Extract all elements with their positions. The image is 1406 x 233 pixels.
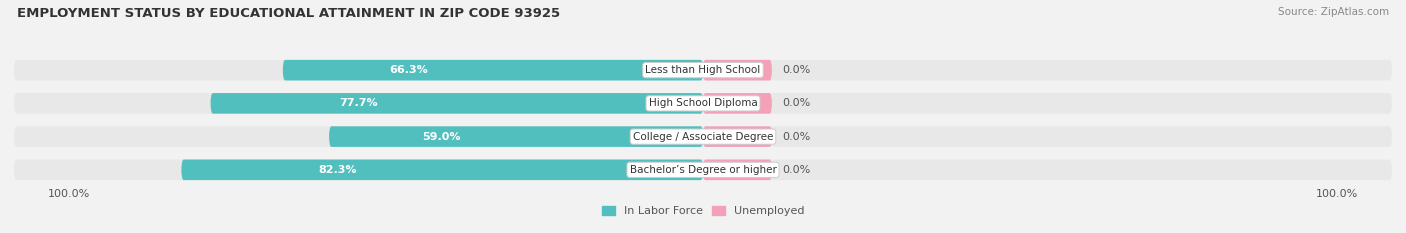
FancyBboxPatch shape (283, 60, 703, 80)
Text: 66.3%: 66.3% (389, 65, 429, 75)
Text: Less than High School: Less than High School (645, 65, 761, 75)
Text: 0.0%: 0.0% (782, 132, 810, 142)
FancyBboxPatch shape (703, 160, 772, 180)
FancyBboxPatch shape (14, 160, 1392, 180)
Text: 0.0%: 0.0% (782, 98, 810, 108)
FancyBboxPatch shape (14, 60, 1392, 80)
Text: High School Diploma: High School Diploma (648, 98, 758, 108)
Legend: In Labor Force, Unemployed: In Labor Force, Unemployed (598, 201, 808, 221)
Text: 59.0%: 59.0% (422, 132, 461, 142)
Text: 0.0%: 0.0% (782, 165, 810, 175)
FancyBboxPatch shape (703, 93, 772, 114)
Text: 82.3%: 82.3% (319, 165, 357, 175)
FancyBboxPatch shape (181, 160, 703, 180)
Text: 100.0%: 100.0% (48, 189, 90, 199)
Text: 77.7%: 77.7% (339, 98, 378, 108)
FancyBboxPatch shape (703, 60, 772, 80)
FancyBboxPatch shape (329, 126, 703, 147)
Text: Bachelor’s Degree or higher: Bachelor’s Degree or higher (630, 165, 776, 175)
Text: EMPLOYMENT STATUS BY EDUCATIONAL ATTAINMENT IN ZIP CODE 93925: EMPLOYMENT STATUS BY EDUCATIONAL ATTAINM… (17, 7, 560, 20)
Text: Source: ZipAtlas.com: Source: ZipAtlas.com (1278, 7, 1389, 17)
FancyBboxPatch shape (14, 93, 1392, 114)
Text: 0.0%: 0.0% (782, 65, 810, 75)
FancyBboxPatch shape (211, 93, 703, 114)
Text: 100.0%: 100.0% (1316, 189, 1358, 199)
FancyBboxPatch shape (703, 126, 772, 147)
FancyBboxPatch shape (14, 126, 1392, 147)
Text: College / Associate Degree: College / Associate Degree (633, 132, 773, 142)
